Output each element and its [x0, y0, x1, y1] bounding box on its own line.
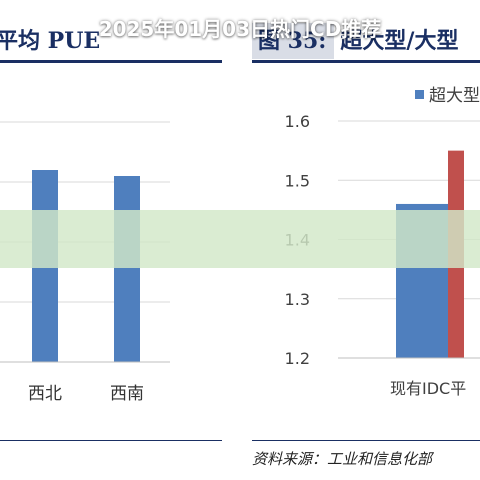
legend-label: 超大型: [429, 86, 480, 106]
left-footer-rule: [0, 440, 222, 441]
legend-swatch: [415, 90, 424, 99]
figure-number-box: [252, 23, 334, 59]
left-figure-title: 平均 PUE: [0, 28, 101, 54]
y-tick-label: 1.5: [285, 171, 310, 190]
source-note: 资料来源：工业和信息化部: [252, 450, 433, 468]
y-tick-label: 1.6: [285, 112, 310, 131]
y-tick-label: 1.3: [285, 290, 310, 309]
right-figure-title: 图 35: 超大型/大型: [258, 26, 458, 56]
figure-number: 图 35:: [258, 28, 327, 54]
x-tick-label: 现有IDC平: [390, 379, 466, 398]
right-title-rule: [252, 60, 480, 63]
banner-title: 2025年01月03日热门CD推荐: [98, 17, 382, 41]
right-footer-rule: [252, 440, 480, 441]
y-tick-label: 1.2: [285, 349, 310, 368]
x-tick-label: 西南: [110, 384, 144, 404]
overlay-banner: [0, 210, 480, 268]
bar: [114, 176, 140, 362]
figure-title-text: 超大型/大型: [340, 28, 459, 54]
x-tick-label: 西北: [28, 384, 62, 404]
left-title-rule: [0, 60, 222, 63]
